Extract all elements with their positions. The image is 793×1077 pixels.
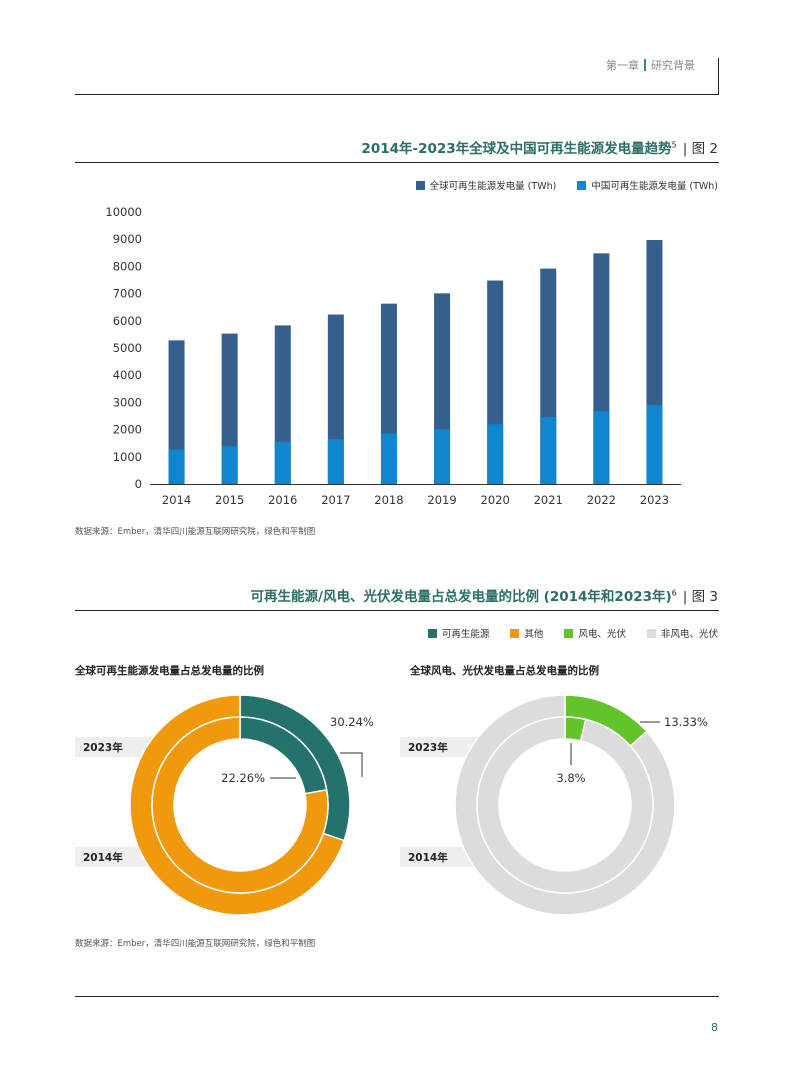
x-tick-label: 2022: [587, 493, 616, 507]
figure3-label-wrap: | 图 3: [682, 589, 718, 605]
figure3-legend: 可再生能源 其他 风电、光伏 非风电、光伏: [410, 626, 718, 640]
donut-slice-2014年-其他: [151, 716, 329, 894]
donut-left: 2023年 2014年 30.24% 22.26%: [75, 694, 374, 916]
legend-swatch-global: [415, 181, 425, 190]
y-tick-label: 1000: [113, 450, 142, 464]
bar-chart-axis: 0 1000 2000 3000 4000 5000 6000 7000 8000 9000 100…: [105, 205, 681, 507]
legend-item-other: 其他: [510, 629, 543, 640]
bar-china-2022: [593, 411, 610, 484]
legend-label-non-wind-solar: 非风电、光伏: [660, 629, 718, 640]
chapter-label: 第一章: [606, 59, 639, 72]
ring-label-2023: 2023年: [83, 741, 123, 754]
header-rule: [75, 94, 719, 95]
x-tick-label: 2021: [534, 493, 563, 507]
legend-item-renewable: 可再生能源: [427, 629, 490, 640]
bar-global-2014: [168, 340, 185, 484]
figure2-label-wrap: | 图 2: [682, 141, 718, 157]
figure3-source: 数据来源：Ember，清华四川能源互联网研究院，绿色和平制图: [75, 939, 316, 949]
figure3-label: 图 3: [691, 589, 718, 605]
bar-china-2020: [487, 424, 504, 484]
figure2-footnote: 5: [671, 140, 677, 150]
bar-chart-marks: [168, 240, 663, 484]
bar-china-2016: [274, 441, 291, 484]
legend-swatch-non-wind-solar: [646, 629, 656, 638]
legend-swatch-renewable: [427, 629, 437, 638]
legend-item-wind-solar: 风电、光伏: [564, 629, 626, 640]
x-tick-label: 2020: [481, 493, 510, 507]
figure2-source: 数据来源：Ember，清华四川能源互联网研究院，绿色和平制图: [75, 527, 316, 537]
y-tick-label: 6000: [113, 314, 142, 328]
y-tick-label: 9000: [113, 232, 142, 246]
donut-slice-2014年-非风电、光伏: [476, 716, 654, 894]
bar-china-2014: [168, 449, 185, 484]
legend-item-china: 中国可再生能源发电量 (TWh): [577, 181, 718, 192]
x-tick-label: 2016: [268, 493, 297, 507]
bar-china-2023: [646, 405, 663, 484]
annotation-2014: 22.26%: [221, 771, 265, 785]
y-tick-label: 0: [135, 477, 142, 491]
legend-item-non-wind-solar: 非风电、光伏: [646, 629, 718, 640]
x-tick-label: 2015: [215, 493, 244, 507]
annotation-2014: 3.8%: [556, 771, 585, 785]
figure2-label: 图 2: [691, 141, 718, 157]
y-tick-label: 4000: [113, 368, 142, 382]
page-number: 8: [711, 1021, 718, 1034]
legend-label-china: 中国可再生能源发电量 (TWh): [591, 181, 718, 192]
header-vertical-rule: [718, 58, 719, 95]
y-tick-label: 2000: [113, 423, 142, 437]
x-tick-label: 2018: [374, 493, 403, 507]
bar-china-2017: [327, 439, 344, 484]
bar-chart: 0 1000 2000 3000 4000 5000 6000 7000 8000 9000 100…: [105, 205, 681, 507]
ring-label-2014: 2014年: [83, 851, 123, 864]
y-tick-label: 7000: [113, 287, 142, 301]
legend-swatch-other: [510, 629, 520, 638]
ring-label-2023: 2023年: [408, 741, 448, 754]
y-tick-label: 8000: [113, 259, 142, 273]
figure2-legend: 全球可再生能源发电量 (TWh) 中国可再生能源发电量 (TWh): [398, 178, 718, 192]
donut-charts: 2023年 2014年 30.24% 22.26% 2023年 2014年 13.33% 3…: [75, 694, 708, 916]
bar-china-2019: [434, 429, 451, 484]
legend-swatch-wind-solar: [564, 629, 574, 638]
legend-label-global: 全球可再生能源发电量 (TWh): [429, 181, 557, 192]
annotation-2023: 30.24%: [330, 715, 374, 729]
annotation-2023: 13.33%: [664, 715, 708, 729]
figure3-rule: [75, 610, 719, 611]
section-label: 研究背景: [651, 59, 695, 72]
legend-label-renewable: 可再生能源: [441, 629, 490, 640]
legend-swatch-china: [577, 181, 587, 190]
x-tick-label: 2023: [640, 493, 669, 507]
figure3-footnote: 6: [671, 588, 677, 598]
bar-china-2018: [380, 433, 397, 484]
x-tick-label: 2017: [321, 493, 350, 507]
figure2-title: 2014年-2023年全球及中国可再生能源发电量趋势5 | 图 2: [361, 137, 718, 158]
bar-china-2021: [540, 417, 557, 484]
bar-china-2015: [221, 446, 238, 484]
legend-label-wind-solar: 风电、光伏: [578, 629, 626, 640]
donut-right: 2023年 2014年 13.33% 3.8%: [400, 694, 708, 916]
y-tick-label: 10000: [105, 205, 142, 219]
figure3-title: 可再生能源/风电、光伏发电量占总发电量的比例 (2014年和2023年)6 | 图…: [250, 585, 718, 606]
x-tick-label: 2014: [162, 493, 191, 507]
header-divider: [644, 59, 646, 71]
figure3-title-text: 可再生能源/风电、光伏发电量占总发电量的比例 (2014年和2023年): [250, 589, 672, 605]
footer-rule: [75, 996, 719, 997]
chapter-header: 第一章 研究背景: [560, 57, 695, 73]
right-donut-subtitle: 全球风电、光伏发电量占总发电量的比例: [410, 665, 599, 677]
ring-label-2014: 2014年: [408, 851, 448, 864]
annotation-leader-2023: [340, 752, 363, 777]
figure2-rule: [75, 162, 719, 163]
legend-item-global: 全球可再生能源发电量 (TWh): [415, 181, 557, 192]
left-donut-subtitle: 全球可再生能源发电量占总发电量的比例: [75, 665, 264, 677]
x-tick-label: 2019: [427, 493, 456, 507]
figure2-title-text: 2014年-2023年全球及中国可再生能源发电量趋势: [361, 141, 672, 157]
y-tick-label: 3000: [113, 395, 142, 409]
y-tick-label: 5000: [113, 341, 142, 355]
legend-label-other: 其他: [524, 629, 544, 640]
